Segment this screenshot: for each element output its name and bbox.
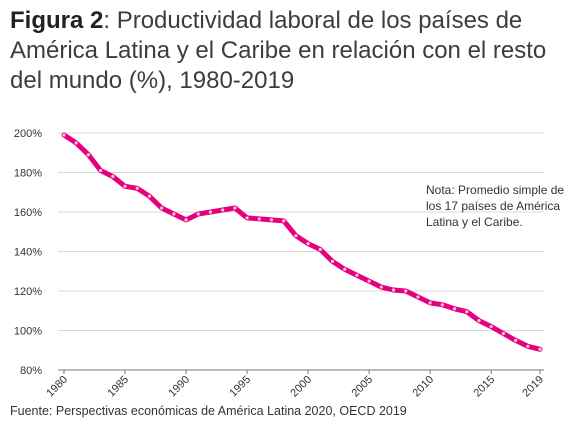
- data-point: [318, 247, 322, 252]
- data-point: [111, 174, 115, 179]
- data-point: [269, 218, 274, 222]
- data-point: [465, 310, 469, 314]
- data-point: [343, 267, 347, 271]
- data-point: [147, 194, 152, 198]
- data-point: [196, 212, 200, 216]
- x-tick-label: 2015: [472, 374, 498, 400]
- data-point: [355, 273, 359, 277]
- data-point: [160, 206, 164, 210]
- data-point: [416, 295, 420, 299]
- data-point: [501, 331, 505, 336]
- data-points: [62, 133, 542, 351]
- x-tick-label: 2010: [410, 374, 436, 400]
- data-point: [172, 212, 176, 216]
- data-point: [74, 141, 78, 145]
- data-point: [233, 206, 237, 210]
- data-point: [62, 133, 66, 137]
- data-point: [391, 288, 396, 292]
- data-point: [440, 303, 444, 307]
- y-tick-label: 80%: [20, 365, 42, 377]
- chart-note: Nota: Promedio simple de los 17 países d…: [426, 183, 565, 229]
- data-point: [477, 319, 481, 323]
- y-tick-label: 120%: [14, 286, 42, 298]
- x-tick-label: 2005: [349, 374, 375, 400]
- y-tick-label: 140%: [14, 247, 42, 259]
- data-point: [367, 279, 371, 283]
- y-tick-label: 100%: [14, 326, 42, 338]
- series-line: [61, 132, 543, 352]
- data-point: [452, 307, 457, 311]
- y-tick-label: 200%: [14, 128, 42, 140]
- x-axis-ticks: 1980 1985 1990 1995 2000 2005 2010 2015 2019: [44, 370, 546, 399]
- x-tick-label: 1990: [166, 374, 192, 400]
- figure-label: Figura 2: [10, 7, 104, 34]
- data-point: [404, 289, 408, 293]
- data-point: [379, 285, 383, 289]
- x-tick-label: 2019: [520, 374, 546, 400]
- data-point: [184, 218, 188, 222]
- data-point: [86, 153, 91, 157]
- data-point: [208, 210, 213, 214]
- chart-title: Figura 2: Productividad laboral de los p…: [10, 6, 580, 96]
- data-point: [257, 217, 261, 221]
- data-point: [306, 242, 310, 246]
- data-point: [294, 234, 298, 238]
- y-tick-label: 180%: [14, 168, 42, 180]
- x-tick-label: 1985: [105, 374, 131, 400]
- data-point: [538, 347, 542, 351]
- data-point: [135, 186, 139, 190]
- x-tick-label: 2000: [288, 374, 314, 400]
- x-tick-label: 1995: [227, 374, 253, 400]
- data-point: [489, 324, 493, 329]
- figure-title-text: : Productividad laboral de los países de…: [10, 7, 547, 94]
- data-point: [282, 219, 286, 223]
- data-point: [99, 168, 103, 173]
- y-tick-label: 160%: [14, 207, 42, 219]
- data-point: [123, 184, 127, 188]
- data-point: [513, 338, 518, 342]
- data-point: [245, 216, 249, 220]
- data-point: [428, 301, 432, 305]
- source-citation: Fuente: Perspectivas económicas de Améri…: [10, 404, 407, 418]
- data-point: [221, 208, 225, 212]
- x-tick-label: 1980: [44, 374, 70, 400]
- grid-lines: [58, 132, 544, 331]
- data-point: [330, 259, 335, 263]
- data-point: [526, 344, 530, 348]
- y-axis-ticks: 80% 100% 120% 140% 160% 180% 200%: [14, 128, 42, 377]
